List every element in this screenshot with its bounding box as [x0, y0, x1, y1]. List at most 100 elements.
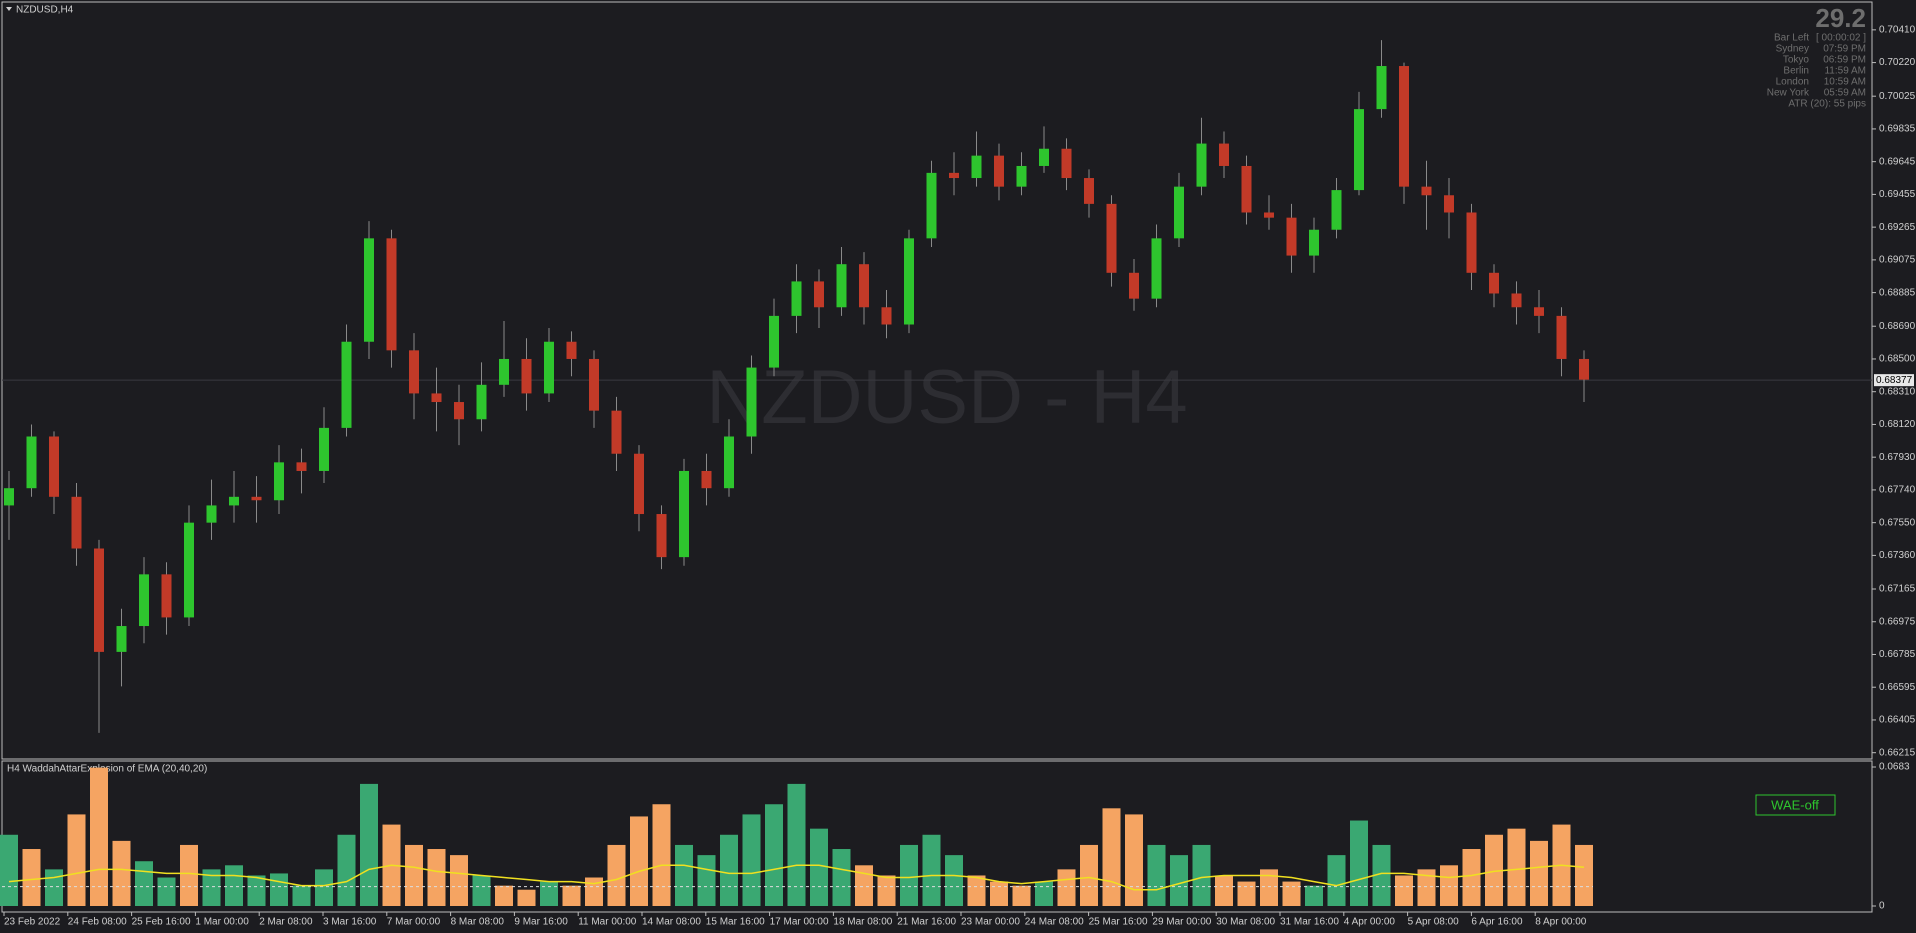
histogram-bar — [540, 881, 558, 906]
histogram-bar — [1440, 865, 1458, 906]
candle-body — [814, 281, 824, 308]
histogram-bar — [1395, 875, 1413, 906]
x-tick-label: 24 Feb 08:00 — [68, 917, 127, 928]
x-tick-label: 29 Mar 00:00 — [1152, 917, 1211, 928]
histogram-bar — [337, 834, 356, 906]
info-value: 11:59 AM — [1824, 66, 1866, 77]
info-label: New York — [1767, 88, 1810, 99]
histogram-bar — [90, 767, 108, 906]
candle-body — [1376, 66, 1387, 110]
dropdown-icon — [6, 7, 12, 11]
candle-body — [589, 358, 599, 411]
histogram-bar — [787, 783, 806, 906]
candle-body — [184, 522, 194, 618]
x-tick-label: 6 Apr 16:00 — [1471, 917, 1523, 928]
candle-body — [1534, 307, 1544, 316]
x-tick-label: 4 Apr 00:00 — [1344, 917, 1396, 928]
candle-body — [206, 505, 217, 523]
candle-body — [341, 341, 352, 428]
histogram-bar — [247, 875, 266, 906]
histogram-bar — [1462, 849, 1481, 906]
histogram-bar — [922, 834, 941, 906]
info-value: 07:59 PM — [1823, 44, 1866, 55]
candle-body — [229, 496, 239, 506]
y-tick-label: 0.68120 — [1879, 419, 1916, 430]
histogram-bar — [0, 834, 18, 906]
candle-body — [1039, 148, 1049, 166]
y-tick-label: 0.67550 — [1879, 517, 1916, 528]
histogram-bar — [765, 804, 783, 906]
current-price-box — [1874, 374, 1914, 387]
info-value: 10:59 AM — [1824, 77, 1866, 88]
info-value: 06:59 PM — [1823, 55, 1866, 66]
y-tick-label: 0.66215 — [1879, 747, 1916, 758]
x-tick-label: 30 Mar 08:00 — [1216, 917, 1275, 928]
histogram-bar — [1530, 840, 1548, 906]
candle-body — [634, 453, 644, 515]
y-tick-label: 0.66975 — [1879, 616, 1916, 627]
histogram-bar — [202, 869, 221, 906]
candle-body — [746, 367, 757, 437]
x-tick-label: 25 Feb 16:00 — [132, 917, 191, 928]
histogram-bar — [1170, 855, 1188, 906]
histogram-bar — [1305, 885, 1323, 906]
info-label: Sydney — [1776, 44, 1809, 55]
wae-button-label[interactable]: WAE-off — [1771, 797, 1819, 812]
histogram-bar — [495, 885, 513, 906]
candle-body — [431, 393, 442, 403]
histogram-bar — [1057, 869, 1076, 906]
histogram-bar — [450, 855, 468, 906]
candle-body — [1219, 143, 1229, 166]
y-tick-label: 0.68500 — [1879, 354, 1916, 365]
y-tick-label: 0.68690 — [1879, 321, 1916, 332]
candle-body — [71, 496, 82, 549]
y-tick-label: 0.69455 — [1879, 189, 1916, 200]
histogram-bar — [1327, 855, 1346, 906]
histogram-bar — [630, 816, 648, 906]
histogram-bar — [1260, 869, 1278, 906]
histogram-bar — [675, 844, 693, 906]
y-tick-label: 0.67165 — [1879, 584, 1916, 595]
info-label: Tokyo — [1783, 55, 1810, 66]
y-tick-label: 0.69835 — [1879, 124, 1916, 135]
wae-button[interactable] — [1755, 794, 1836, 816]
x-tick-label: 31 Mar 16:00 — [1280, 917, 1339, 928]
histogram-bar — [585, 877, 603, 906]
candle-body — [454, 402, 464, 420]
histogram-bar — [900, 844, 918, 906]
candle-body — [116, 626, 127, 652]
x-tick-label: 1 Mar 00:00 — [195, 917, 249, 928]
candle-body — [1511, 293, 1522, 308]
info-label: London — [1776, 77, 1809, 88]
atr: ATR (20): 55 pips — [1788, 99, 1866, 110]
candle-body — [994, 155, 1004, 187]
candle-body — [499, 358, 509, 385]
y-tick-label: 0.68310 — [1879, 386, 1916, 397]
x-tick-label: 5 Apr 08:00 — [1408, 917, 1460, 928]
candle-body — [161, 574, 172, 618]
candle-body — [26, 436, 37, 489]
candle-body — [1421, 186, 1432, 196]
y-tick-label: 0.67740 — [1879, 485, 1916, 496]
y-tick-label: 0.67930 — [1879, 452, 1916, 463]
candle-body — [521, 358, 532, 394]
x-tick-label: 21 Mar 16:00 — [897, 917, 956, 928]
candle-body — [1174, 186, 1184, 239]
x-tick-label: 23 Mar 00:00 — [961, 917, 1020, 928]
histogram-bar — [945, 855, 963, 906]
histogram-bar — [405, 844, 423, 906]
x-tick-label: 18 Mar 08:00 — [833, 917, 892, 928]
candle-body — [836, 264, 847, 308]
candle-body — [926, 172, 937, 239]
candle-body — [949, 172, 959, 179]
histogram-bar — [810, 828, 828, 906]
candle-body — [679, 470, 689, 558]
histogram-bar — [652, 804, 671, 906]
histogram-bar — [697, 855, 716, 906]
histogram-bar — [1080, 844, 1098, 906]
histogram-bar — [360, 783, 378, 906]
candle-body — [791, 281, 802, 316]
candle-body — [251, 496, 262, 501]
